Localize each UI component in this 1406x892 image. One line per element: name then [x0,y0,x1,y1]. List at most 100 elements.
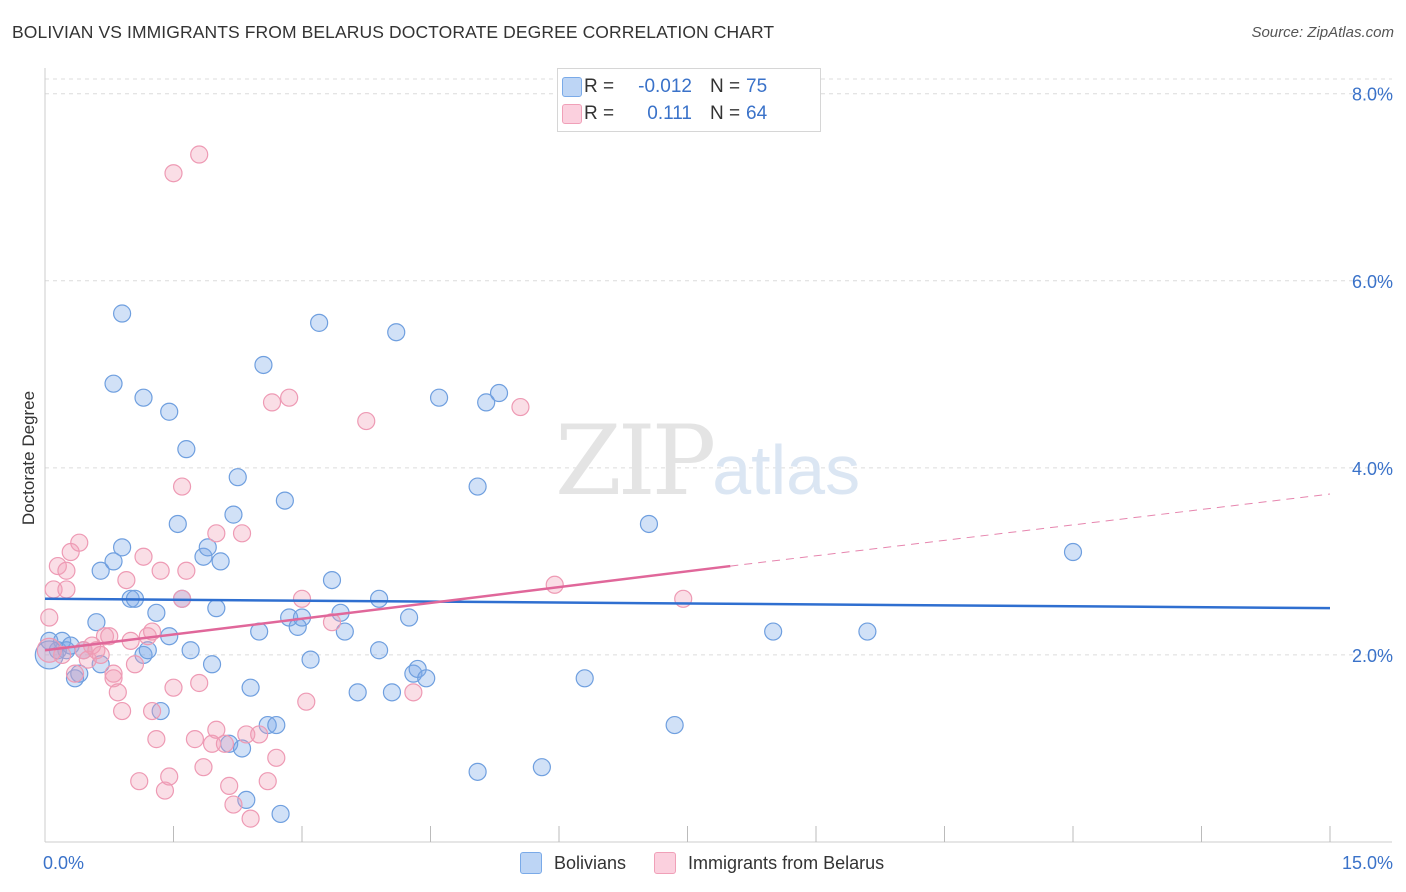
bolivians-point [639,514,659,534]
belarus-point [57,561,76,580]
legend-swatch-belarus [654,852,677,874]
belarus-point [674,589,693,608]
belarus-point [262,393,282,412]
legend-swatch-bolivians [562,77,582,97]
bolivians-point [489,383,509,403]
bolivians-point [370,641,389,660]
belarus-point [164,678,183,697]
bolivians-point [468,762,487,781]
y-tick-label: 8.0% [1352,85,1393,105]
bolivians-point [468,477,487,496]
belarus-point [147,730,166,749]
legend-r-label: R = [584,76,615,97]
legend-r-label: R = [584,103,615,124]
belarus-point [215,734,234,753]
belarus-point [172,477,192,496]
bolivians-point [335,622,354,641]
bolivians-point [764,622,783,641]
bolivians-point [399,608,419,627]
bolivians-point [254,355,273,375]
belarus-point [280,388,299,407]
bolivians-point [112,304,132,323]
bolivians-point [241,678,260,697]
belarus-point [258,772,277,791]
belarus-point [160,767,179,786]
belarus-point [108,683,127,702]
bolivians-points [34,304,1083,824]
belarus-point [100,627,119,646]
belarus-point [404,683,423,702]
bolivians-point [112,538,132,557]
bolivians-point [87,613,106,632]
belarus-point [292,589,312,608]
belarus-point [224,795,243,814]
bolivians-point [858,622,877,641]
bolivians-point [310,313,329,332]
legend-n-label: N = [710,76,741,97]
watermark-zip: ZIP [555,405,716,517]
belarus-point [112,701,132,721]
legend-item-belarus[interactable]: Immigrants from Belarus [654,852,884,874]
bolivians-point [271,804,290,824]
legend-r-value: -0.012 [638,76,692,97]
chart-title: BOLIVIAN VS IMMIGRANTS FROM BELARUS DOCT… [12,22,775,42]
axes [44,68,1392,843]
belarus-points [36,145,693,828]
bolivians-point [211,552,230,571]
bolivians-point [267,715,286,735]
belarus-point [185,730,205,749]
bolivians-point [70,664,89,683]
bolivians-point [181,641,200,660]
bolivians-point [202,655,222,674]
belarus-point [177,561,196,580]
belarus-point [250,725,269,744]
belarus-point [125,655,145,674]
legend-row-bolivians: R = -0.012 N = 75 [562,74,767,100]
belarus-point [237,725,256,744]
y-tick-label: 4.0% [1352,459,1393,479]
belarus-point [511,397,530,417]
belarus-point [202,734,222,753]
belarus-point [104,664,123,683]
bolivians-point [104,552,123,571]
belarus-point [220,776,239,795]
legend-row-belarus: R = 0.111 N = 64 [562,101,767,127]
y-tick-label: 2.0% [1352,646,1393,666]
belarus-point [207,524,226,543]
belarus-trend-line [44,564,731,652]
belarus-point [57,580,76,599]
axis-ticks [173,826,1331,842]
belarus-point [545,575,564,594]
belarus-point [48,556,67,576]
bolivians-point [232,739,252,758]
bolivians-point [177,440,196,459]
bolivians-point [532,758,551,777]
bolivians-point [382,683,402,702]
bolivians-point [168,514,187,534]
bolivians-point [575,669,594,688]
bolivians-point [134,388,153,407]
bolivians-point [301,650,320,669]
stats-legend: R = -0.012 N = 75 R = 0.111 N = 64 [557,68,821,132]
bolivians-point [198,538,217,557]
bolivians-point [147,603,166,622]
legend-item-bolivians[interactable]: Bolivians [520,852,626,874]
bolivians-point [104,374,123,393]
bolivians-point [224,505,243,524]
trend-lines [44,493,1331,652]
belarus-point [267,748,286,767]
watermark: ZIPatlas [555,405,860,517]
source-label: Source: ZipAtlas.com [1251,24,1394,41]
watermark-atlas: atlas [712,431,861,509]
belarus-point [91,645,110,665]
belarus-point [190,673,209,693]
belarus-point [155,781,175,800]
bolivians-point [228,468,247,487]
belarus-point [190,145,209,164]
bolivians-point [322,570,342,590]
bolivians-point [1063,542,1083,562]
belarus-point [117,570,136,590]
belarus-point [357,411,376,431]
belarus-point [322,613,342,632]
